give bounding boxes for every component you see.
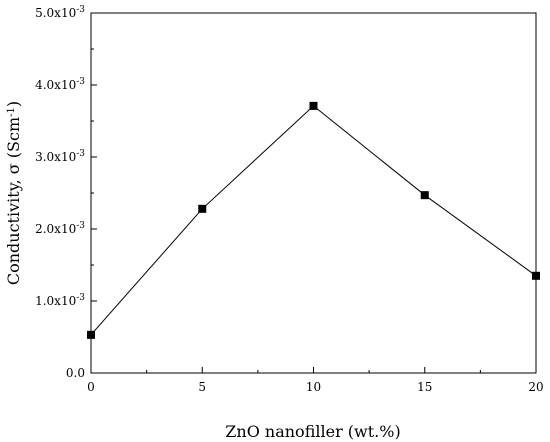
y-tick-label: 1.0x10-3 [35, 293, 85, 308]
y-axis-title-close: ) [4, 101, 23, 107]
y-tick-label: 2.0x10-3 [35, 221, 85, 236]
x-tick-label: 5 [198, 380, 206, 394]
x-axis-title: ZnO nanofiller (wt.%) [225, 422, 400, 441]
data-point [87, 330, 95, 339]
y-axis-title: Conductivity, σ (Scm-1) [4, 101, 23, 285]
x-axis: 0 5 10 15 20 [87, 367, 544, 394]
y-axis-title-sup: -1 [6, 107, 17, 117]
y-tick-label: 0.0 [66, 366, 85, 380]
y-tick-label: 3.0x10-3 [35, 149, 85, 164]
data-point [309, 101, 318, 110]
series-line [90, 105, 537, 336]
x-tick-label: 0 [87, 380, 95, 394]
x-tick-label: 20 [528, 380, 543, 394]
y-tick-label: 5.0x10-3 [35, 5, 85, 20]
plot-frame [90, 12, 537, 374]
y-axis: 0.0 1.0x10-3 2.0x10-3 3.0x10-3 4.0x10-3 5.0x1… [35, 5, 97, 380]
data-point [532, 271, 540, 280]
y-tick-label: 4.0x10-3 [35, 77, 85, 92]
data-point [198, 204, 207, 213]
x-tick-label: 15 [417, 380, 432, 394]
data-point [420, 191, 429, 200]
y-axis-title-main: Conductivity, σ (Scm [4, 117, 23, 285]
x-tick-label: 10 [306, 380, 321, 394]
series-markers [87, 101, 540, 339]
